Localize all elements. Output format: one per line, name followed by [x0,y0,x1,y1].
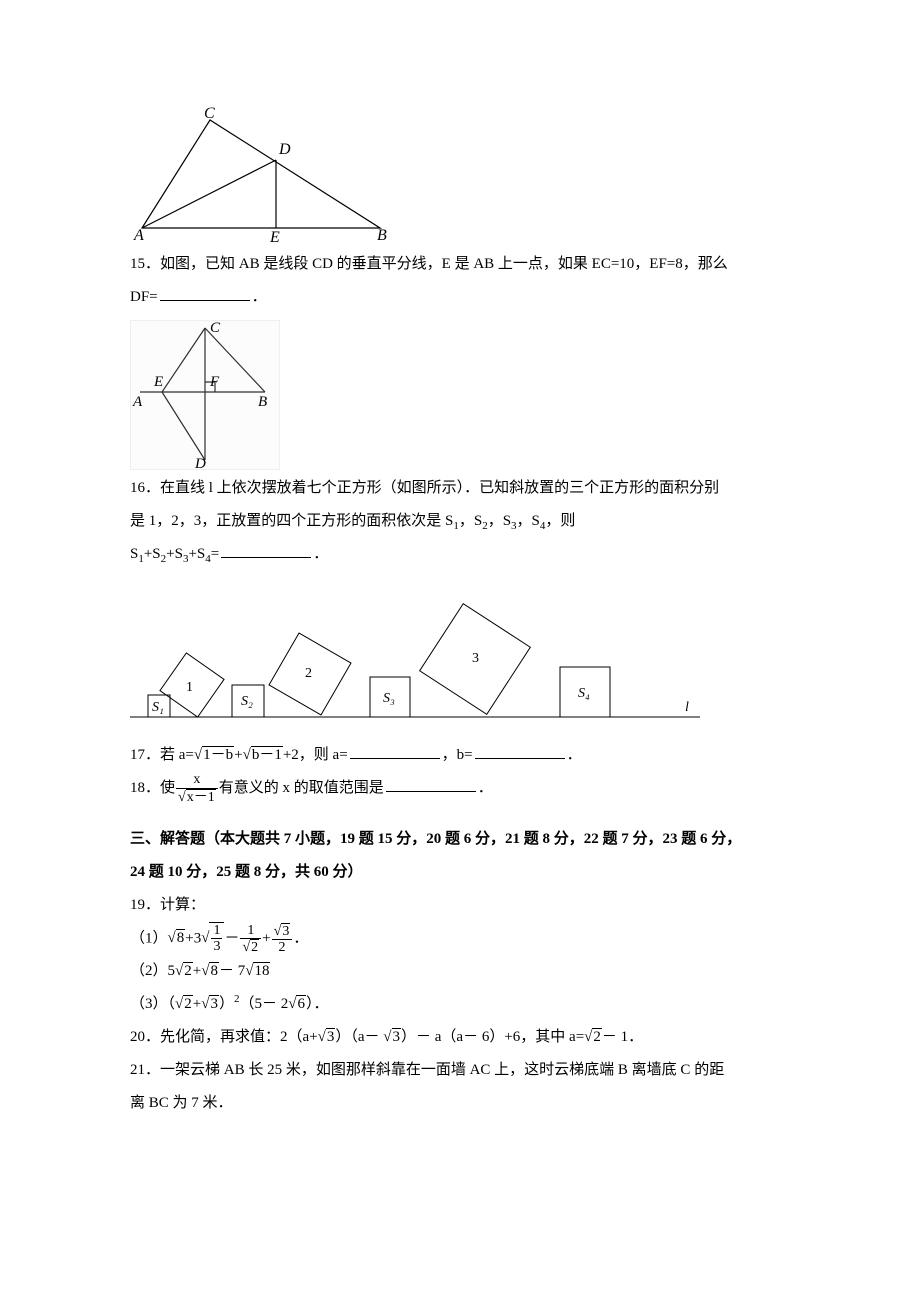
figure-perp-bisector: A B C D E F [130,320,790,470]
q16-l2a: 是 1，2，3，正放置的四个正方形的面积依次是 S [130,513,453,529]
q17-blank1 [350,745,440,760]
label-e: E [269,229,280,246]
q16-line1: 16．在直线 l 上依次摆放着七个正方形（如图所示）．已知斜放置的三个正方形的面… [130,472,790,505]
q17: 17．若 a=1－b+b－1+2，则 a= ，b= ． [130,739,790,772]
q19-p2-a: （2）5 [130,963,175,979]
q19-p1-end: ． [293,930,308,946]
q16-l2b: ，则 [545,513,575,529]
q20-b: ）（a－ [335,1029,383,1045]
q15-df: DF= [130,289,158,305]
q17-b: +2，则 a= [283,747,348,763]
q19-head: 19．计算： [130,889,790,922]
label-d2: D [194,456,206,470]
q18-num: x [176,772,218,787]
label-n3: 3 [472,651,479,666]
label-b2: B [258,394,267,410]
label-b: B [377,227,387,244]
label-n2: 2 [305,666,312,681]
q16-line2: 是 1，2，3，正放置的四个正方形的面积依次是 S1，S2，S3，S4，则 [130,505,790,538]
q20-c: ）－ a（a－ 6）+6，其中 a= [401,1029,584,1045]
q17-sqrt2: b－1 [243,739,283,772]
label-s4: S₄ [578,686,590,701]
label-a2: A [132,394,143,410]
q20: 20．先化简，再求值：2（a+3）（a－ 3）－ a（a－ 6）+6，其中 a=… [130,1021,790,1054]
q16-blank [221,544,311,559]
figure-seven-squares: S₁ 1 S₂ 2 S₃ 3 S₄ l [130,577,790,737]
q15-end: ． [252,289,267,305]
q16-l3b: = [211,546,219,562]
label-s3: S₃ [383,691,395,706]
q19-p3-a: （3）（ [130,996,175,1012]
page-content: A B C D E 15．如图，已知 AB 是线段 CD 的垂直平分线，E 是 … [0,0,920,1200]
q19-p3-b: + [193,996,201,1012]
q17-blank2 [475,745,565,760]
q17-a: 17．若 a= [130,747,194,763]
q17-end: ． [567,747,582,763]
q19-p2: （2）52+8－ 718 [130,955,790,988]
q18-frac: x x－1 [176,772,218,805]
q17-sqrt1: 1－b [194,739,234,772]
q19-p3-e: ）． [306,996,329,1012]
q19-p3-c: ） [219,996,234,1012]
q19-p1-b: +3 [185,930,201,946]
q18-den: x－1 [176,788,218,805]
label-s2: S₂ [241,694,253,709]
q15-line1: 15．如图，已知 AB 是线段 CD 的垂直平分线，E 是 AB 上一点，如果 … [130,248,790,281]
q18-blank [386,778,476,793]
q18-b: 有意义的 x 的取值范围是 [219,780,384,796]
q19-p1-plus: + [262,930,270,946]
q19-p1-minus: － [224,930,239,946]
q18-a: 18．使 [130,780,175,796]
q19-p3: （3）（2+3）2（5－ 26）． [130,988,790,1021]
q20-d: － 1． [602,1029,643,1045]
label-l: l [685,700,689,715]
label-c2: C [210,320,221,336]
q15-line2: DF= ． [130,281,790,314]
q19-p3-d: （5－ 2 [239,996,288,1012]
label-f2: F [209,374,220,390]
q18-end: ． [478,780,493,796]
label-d: D [278,141,291,158]
label-e2: E [153,374,163,390]
q19-p2-b: + [193,963,201,979]
label-a: A [133,227,144,244]
q19-p1: （1）8+313－12+32． [130,922,790,955]
q19-p1-a: （1） [130,930,168,946]
q17-comma: ，b= [442,747,473,763]
q18: 18．使 x x－1 有意义的 x 的取值范围是 ． [130,772,790,805]
q20-a: 20．先化简，再求值：2（a+ [130,1029,318,1045]
q21-line1: 21．一架云梯 AB 长 25 米，如图那样斜靠在一面墙 AC 上，这时云梯底端… [130,1054,790,1087]
section3-line2: 24 题 10 分，25 题 8 分，共 60 分） [130,856,790,889]
q19-p2-c: － 7 [219,963,245,979]
section3-line1: 三、解答题（本大题共 7 小题，19 题 15 分，20 题 6 分，21 题 … [130,823,790,856]
q16-line3: S1+S2+S3+S4=． [130,538,790,571]
q21-line2: 离 BC 为 7 米． [130,1087,790,1120]
label-n1: 1 [186,680,193,695]
figure-triangle-abc: A B C D E [130,106,790,246]
q15-blank [160,287,250,302]
label-c: C [204,106,215,122]
q17-plus: + [234,747,242,763]
label-s1: S₁ [152,700,164,715]
